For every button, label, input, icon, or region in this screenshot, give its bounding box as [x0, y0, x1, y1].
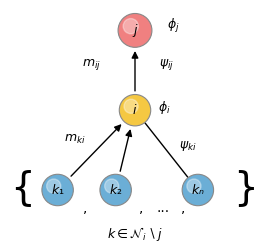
Circle shape	[182, 174, 214, 206]
Text: $k₂$: $k₂$	[109, 183, 122, 197]
Circle shape	[119, 94, 151, 126]
Circle shape	[187, 179, 201, 193]
Text: $\psi_{ij}$: $\psi_{ij}$	[159, 57, 174, 72]
Text: $k₁$: $k₁$	[51, 183, 65, 197]
Circle shape	[123, 18, 139, 34]
Circle shape	[47, 179, 61, 193]
Text: $\phi_i$: $\phi_i$	[158, 99, 170, 116]
Text: ,: ,	[83, 201, 88, 215]
Text: $\}$: $\}$	[233, 168, 255, 209]
Text: ...: ...	[156, 201, 169, 215]
Text: $m_{ki}$: $m_{ki}$	[64, 133, 85, 146]
Circle shape	[100, 174, 131, 206]
Text: ,: ,	[139, 201, 143, 215]
Text: $kₙ$: $kₙ$	[191, 183, 205, 197]
Circle shape	[42, 174, 73, 206]
Text: $j$: $j$	[131, 22, 139, 39]
Text: $i$: $i$	[132, 103, 138, 117]
Circle shape	[118, 14, 152, 47]
Text: ,: ,	[181, 201, 185, 215]
Text: $m_{ij}$: $m_{ij}$	[82, 57, 101, 72]
Text: $\phi_j$: $\phi_j$	[167, 16, 180, 35]
Circle shape	[105, 179, 119, 193]
Text: $\{$: $\{$	[11, 168, 32, 209]
Text: $k \in \mathcal{N}_i \setminus j$: $k \in \mathcal{N}_i \setminus j$	[107, 225, 163, 243]
Circle shape	[124, 99, 138, 113]
Text: $\psi_{ki}$: $\psi_{ki}$	[179, 139, 197, 154]
